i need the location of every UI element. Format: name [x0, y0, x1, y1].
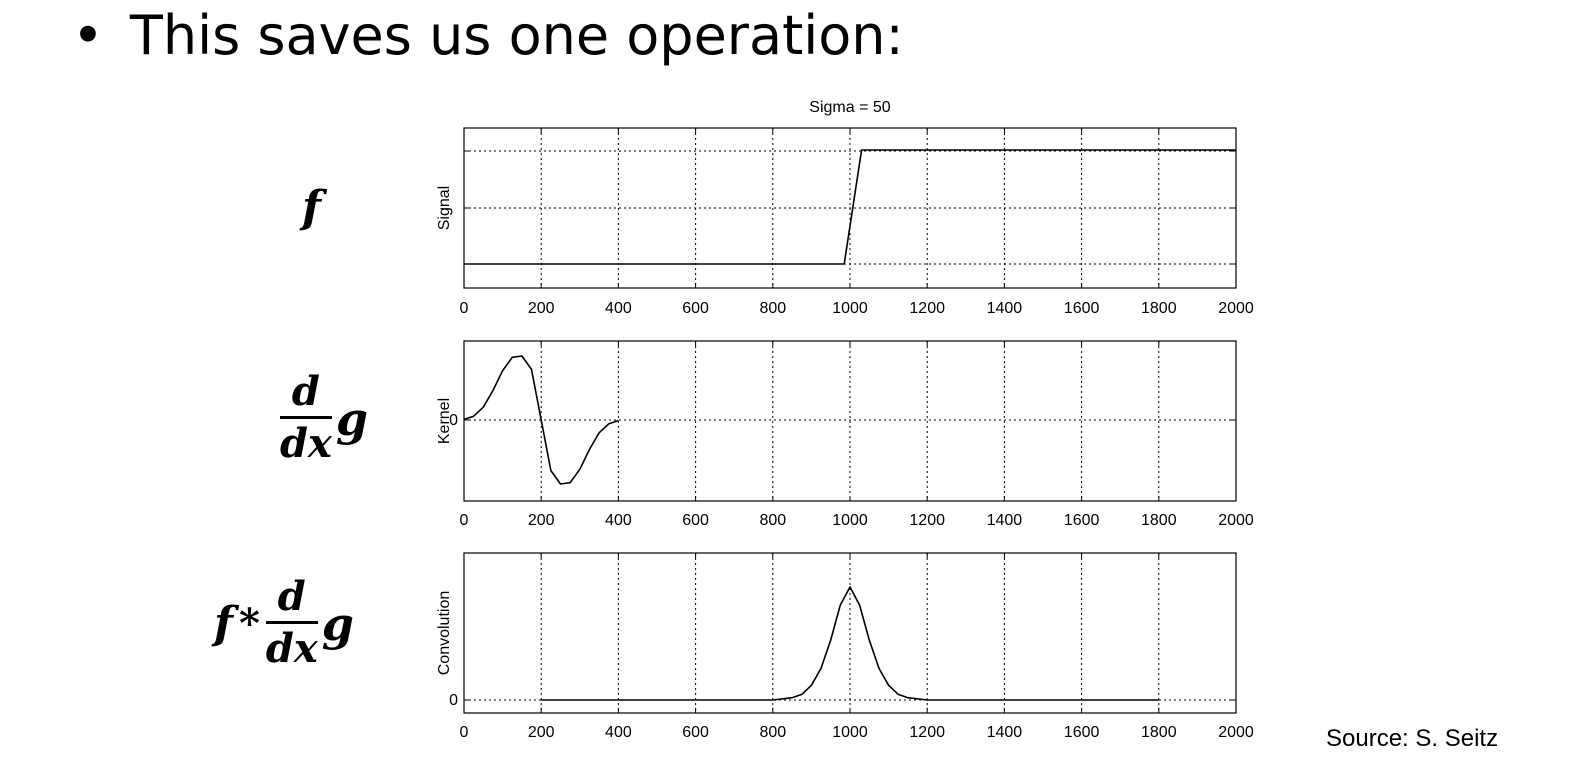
x-tick-label: 0: [460, 724, 469, 741]
x-tick-label: 600: [682, 724, 709, 741]
bullet-text: This saves us one operation:: [129, 4, 904, 67]
x-tick-label: 1400: [987, 300, 1023, 317]
x-tick-label: 2000: [1218, 724, 1254, 741]
x-tick-label: 800: [759, 724, 786, 741]
x-tick-label: 1000: [832, 300, 868, 317]
bullet-point: • This saves us one operation:: [72, 4, 904, 67]
x-tick-label: 1200: [909, 724, 945, 741]
x-tick-label: 200: [528, 724, 555, 741]
x-tick-label: 800: [759, 300, 786, 317]
bullet-dot-icon: •: [72, 4, 104, 67]
x-tick-label: 200: [528, 512, 555, 529]
x-tick-label: 400: [605, 300, 632, 317]
math-label-convolution: f * d dx g: [214, 573, 354, 672]
x-tick-label: 2000: [1218, 300, 1254, 317]
math-label-derivative-g: d dx g: [280, 368, 368, 467]
x-tick-label: 1000: [832, 724, 868, 741]
series-line: [463, 355, 619, 485]
fraction-d-dx-2: d dx: [265, 573, 318, 672]
x-tick-label: 0: [460, 300, 469, 317]
x-tick-label: 1600: [1064, 512, 1100, 529]
x-tick-label: 1400: [987, 512, 1023, 529]
y-axis-label: Convolution: [436, 591, 453, 676]
y-axis-label: Kernel: [436, 398, 453, 444]
x-tick-label: 200: [528, 300, 555, 317]
x-tick-label: 1400: [987, 724, 1023, 741]
x-tick-label: 1600: [1064, 724, 1100, 741]
math-label-f: f: [302, 182, 321, 233]
x-tick-label: 1800: [1141, 512, 1177, 529]
series-line: [464, 149, 1236, 265]
x-tick-label: 0: [460, 512, 469, 529]
fraction-d-dx: d dx: [280, 368, 332, 467]
x-tick-label: 600: [682, 300, 709, 317]
x-tick-label: 1800: [1141, 724, 1177, 741]
y-tick-label: 0: [449, 692, 458, 709]
x-tick-label: 2000: [1218, 512, 1254, 529]
y-tick-label: 0: [449, 412, 458, 429]
x-tick-label: 1200: [909, 512, 945, 529]
chart-title: Sigma = 50: [809, 99, 890, 116]
y-axis-label: Signal: [436, 186, 453, 230]
series-line: [541, 586, 1159, 701]
x-tick-label: 1800: [1141, 300, 1177, 317]
x-tick-label: 800: [759, 512, 786, 529]
x-tick-label: 1600: [1064, 300, 1100, 317]
x-tick-label: 1000: [832, 512, 868, 529]
source-credit: Source: S. Seitz: [1326, 725, 1499, 752]
x-tick-label: 600: [682, 512, 709, 529]
x-tick-label: 400: [605, 724, 632, 741]
x-tick-label: 400: [605, 512, 632, 529]
x-tick-label: 1200: [909, 300, 945, 317]
